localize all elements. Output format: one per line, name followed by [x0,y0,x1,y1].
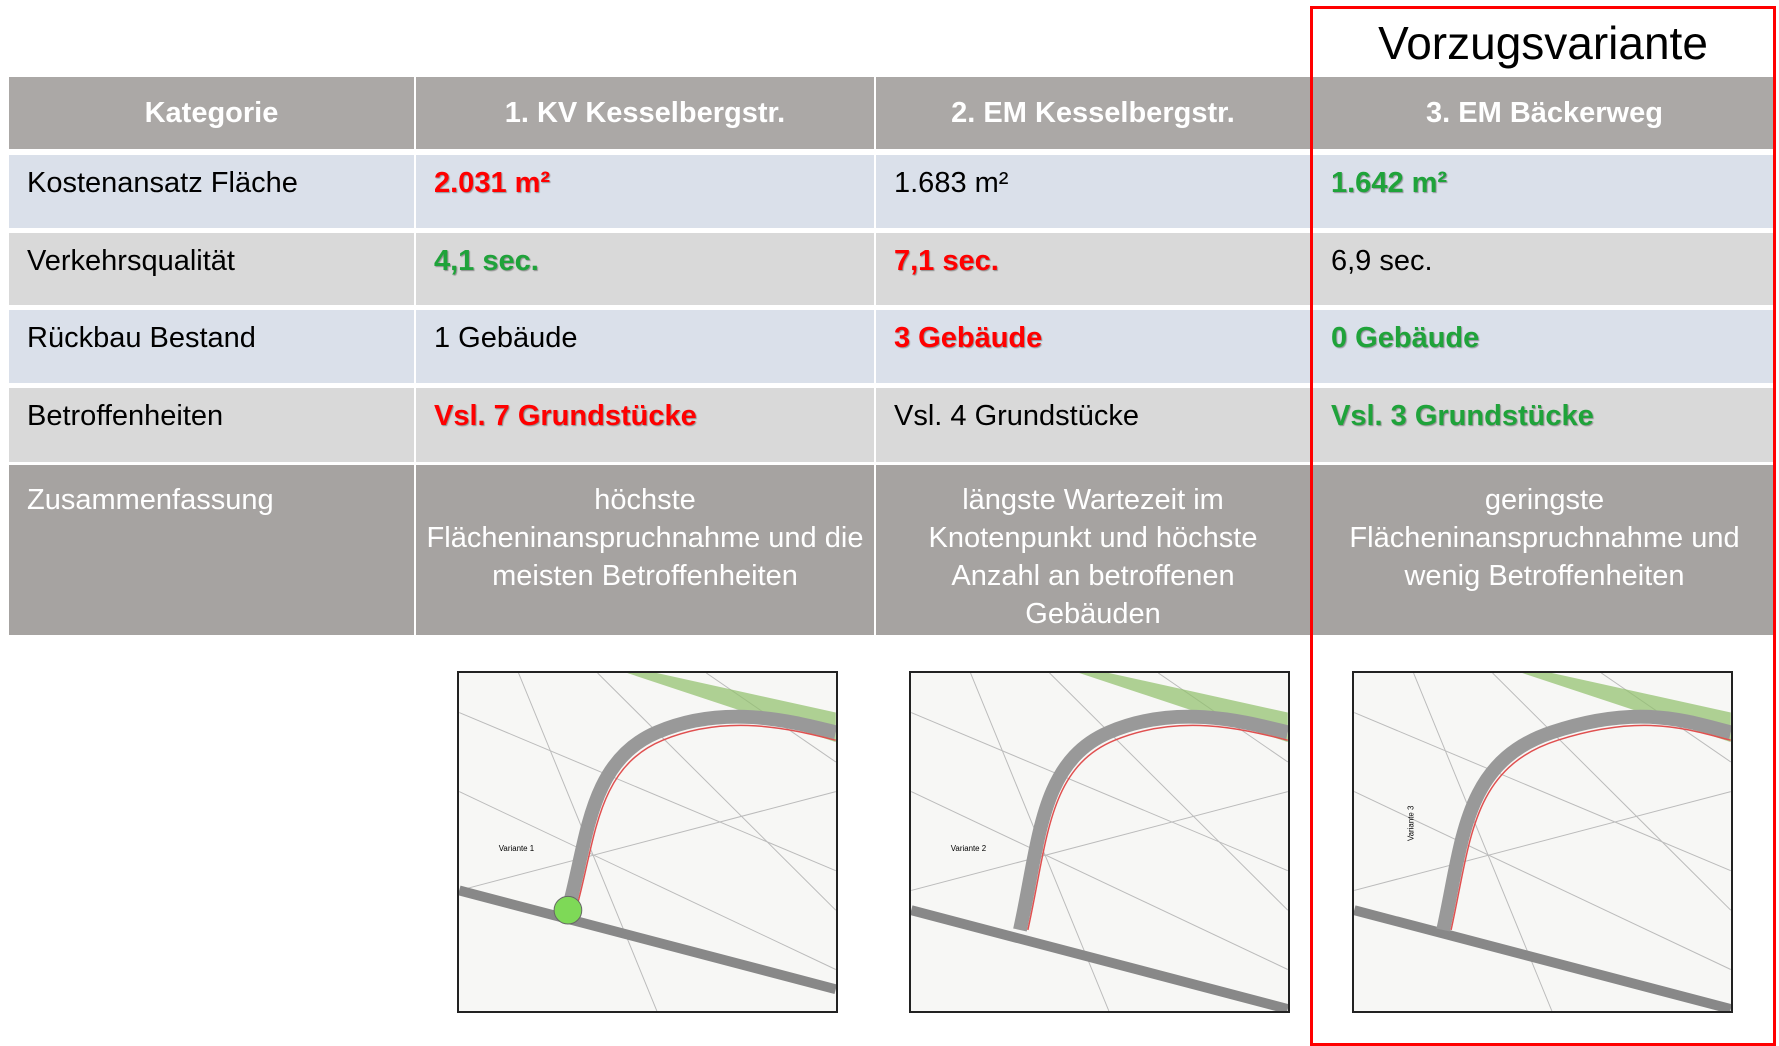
cell: 2.031 m² [416,155,874,228]
header-cell: 1. KV Kesselbergstr. [416,77,874,149]
road-edge [576,725,836,910]
new-road [568,717,836,911]
cell: 7,1 sec. [876,233,1310,305]
summary-label: Zusammenfassung [9,465,414,635]
cell: Vsl. 4 Grundstücke [876,388,1310,462]
map-image: Variante 1 [457,671,838,1013]
summary-cell: längste Wartezeit im Knotenpunkt und höc… [876,465,1310,635]
map-image: Variante 2 [909,671,1290,1013]
row-label: Rückbau Bestand [9,310,414,383]
cell: Vsl. 7 Grundstücke [416,388,874,462]
cell: 1.683 m² [876,155,1310,228]
new-road [1020,717,1288,930]
roundabout [554,896,582,924]
header-cell: Kategorie [9,77,414,149]
summary-cell: höchste Flächeninanspruchnahme und die m… [416,465,874,635]
row-label: Verkehrsqualität [9,233,414,305]
cell: 3 Gebäude [876,310,1310,383]
map-label: Variante 1 [499,844,534,853]
header-cell: 2. EM Kesselbergstr. [876,77,1310,149]
row-label: Kostenansatz Fläche [9,155,414,228]
row-label: Betroffenheiten [9,388,414,462]
map-label: Variante 2 [951,844,986,853]
highlight-box [1310,6,1776,1046]
page: Vorzugsvariante Kategorie1. KV Kesselber… [0,0,1779,1034]
main-road [911,910,1288,1009]
cell: 1 Gebäude [416,310,874,383]
cell: 4,1 sec. [416,233,874,305]
main-road [459,890,836,989]
